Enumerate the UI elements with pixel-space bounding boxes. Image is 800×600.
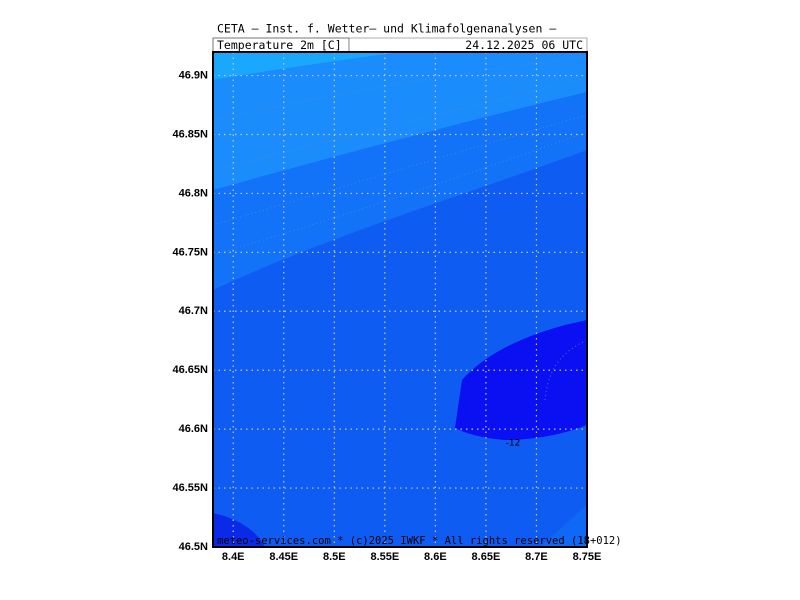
y-tick-label: 46.7N bbox=[179, 305, 208, 317]
isoline bbox=[212, 114, 588, 226]
y-tick-label: 46.9N bbox=[179, 69, 208, 81]
x-tick-label: 8.65E bbox=[472, 551, 501, 563]
x-tick-label: 8.6E bbox=[424, 551, 447, 563]
x-tick-label: 8.5E bbox=[323, 551, 346, 563]
y-tick-label: 46.55N bbox=[173, 482, 209, 494]
field-band bbox=[213, 52, 400, 80]
field-name: Temperature_2m_[C] bbox=[217, 38, 342, 52]
temperature-field bbox=[212, 52, 588, 547]
isoline bbox=[212, 77, 588, 171]
y-tick-label: 46.75N bbox=[173, 246, 209, 258]
isoline bbox=[212, 131, 588, 256]
x-tick-label: 8.45E bbox=[269, 551, 298, 563]
footer: meteo-services.com * (c)2025 IWKF * All … bbox=[217, 535, 622, 547]
x-tick-label: 8.4E bbox=[222, 551, 245, 563]
contour-label: -12 bbox=[506, 439, 521, 449]
cold-area bbox=[213, 513, 265, 547]
y-tick-label: 46.6N bbox=[179, 423, 208, 435]
map-frame bbox=[212, 51, 588, 548]
title: CETA — Inst. f. Wetter— und Klimafolgena… bbox=[217, 22, 556, 36]
y-tick-label: 46.8N bbox=[179, 187, 208, 199]
field-band bbox=[213, 52, 587, 190]
valid-time: 24.12.2025 06 UTC bbox=[465, 38, 583, 52]
x-tick-label: 8.75E bbox=[573, 551, 602, 563]
x-tick-label: 8.55E bbox=[370, 551, 399, 563]
field-band bbox=[540, 505, 587, 547]
y-tick-label: 46.85N bbox=[173, 128, 209, 140]
y-tick-label: 46.65N bbox=[173, 364, 209, 376]
axes: 8.4E 8.45E 8.5E 8.55E 8.6E 8.65E 8.7E 8.75E 46.5… bbox=[173, 52, 602, 563]
x-tick-label: 8.7E bbox=[525, 551, 548, 563]
cold-area bbox=[455, 320, 587, 440]
y-tick-label: 46.5N bbox=[179, 541, 208, 553]
